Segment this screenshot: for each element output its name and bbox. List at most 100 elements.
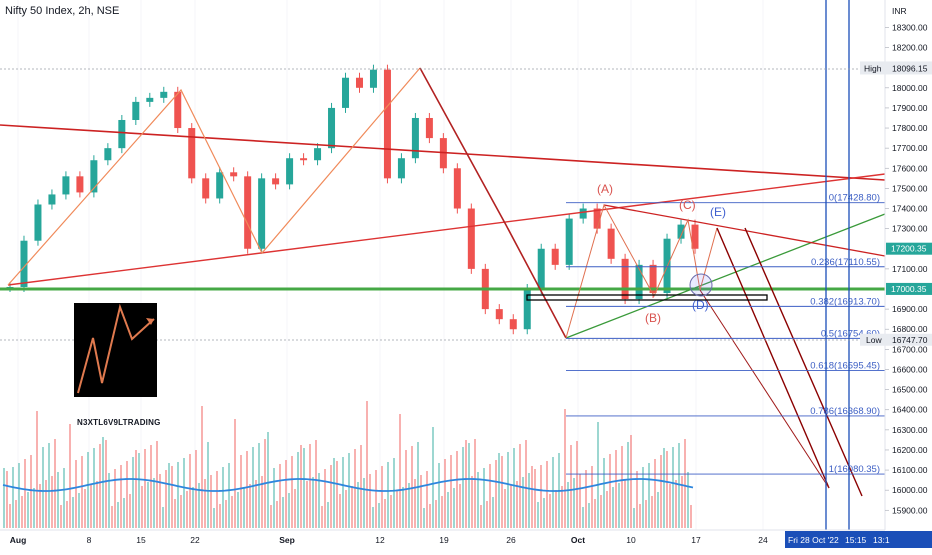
- projection-channel-left: [716, 227, 830, 489]
- candle-body: [369, 69, 377, 88]
- volume-bar: [42, 447, 44, 528]
- volume-bar: [408, 483, 410, 528]
- price-axis-bg: [885, 0, 932, 530]
- time-tick-label: 26: [506, 535, 516, 545]
- volume-bar: [60, 505, 62, 528]
- volume-bar: [516, 481, 518, 528]
- volume-bar: [372, 507, 374, 528]
- price-axis[interactable]: INR18300.0018200.0018100.0018000.0017900…: [860, 6, 932, 515]
- volume-bar: [315, 440, 317, 528]
- projection-channel-right: [744, 227, 863, 497]
- volume-bar: [396, 491, 398, 528]
- volume-bar: [369, 474, 371, 528]
- volume-bar: [54, 439, 56, 528]
- candle-body: [383, 69, 391, 179]
- volume-bar: [321, 506, 323, 528]
- volume-bar: [585, 470, 587, 528]
- volume-bar: [633, 508, 635, 528]
- volume-bar: [63, 468, 65, 528]
- volume-bar: [495, 460, 497, 528]
- volume-bar: [669, 484, 671, 528]
- volume-bar: [51, 476, 53, 528]
- volume-bar: [357, 482, 359, 528]
- volume-bar: [294, 489, 296, 528]
- volume-bar: [390, 495, 392, 528]
- volume-bar: [381, 466, 383, 528]
- time-tick-label: 15: [136, 535, 146, 545]
- volume-bar: [168, 463, 170, 528]
- candle-body: [453, 168, 461, 209]
- trendline-upper-resistance: [0, 124, 886, 181]
- candle-body: [244, 176, 252, 249]
- volume-bar: [123, 498, 125, 528]
- volume-bar: [648, 463, 650, 528]
- volume-bar: [456, 451, 458, 528]
- candle-body: [272, 178, 280, 185]
- volume-bar: [645, 500, 647, 528]
- volume-bar: [366, 401, 368, 528]
- volume-bar: [348, 453, 350, 528]
- volume-bar: [267, 432, 269, 528]
- volume-bar: [189, 454, 191, 528]
- volume-bar: [510, 485, 512, 528]
- currency-label: INR: [892, 6, 907, 16]
- low-label-text: Low: [866, 335, 882, 345]
- volume-bar: [681, 476, 683, 528]
- time-axis[interactable]: Aug 8 15 22 Sep 12 19 26 Oct 10 17 24: [10, 535, 768, 545]
- volume-bar: [309, 444, 311, 528]
- logo: [74, 303, 157, 397]
- volume-bar: [468, 443, 470, 528]
- volume-bar: [291, 456, 293, 528]
- time-tick-label: 19: [439, 535, 449, 545]
- volume-bar: [657, 492, 659, 528]
- price-marker-bg: [886, 282, 932, 295]
- volume-bar: [255, 480, 257, 528]
- wave-label-e: (E): [710, 205, 726, 219]
- volume-bar: [615, 450, 617, 528]
- volume-bar: [183, 458, 185, 528]
- price-tick-label: 17100.00: [892, 264, 928, 274]
- volume-bar: [201, 406, 203, 528]
- target-circle: [689, 273, 713, 297]
- volume-bar: [603, 458, 605, 528]
- volume-bar: [48, 443, 50, 528]
- volume-bar: [3, 468, 5, 528]
- volume-bar: [159, 474, 161, 528]
- volume-bar: [87, 452, 89, 528]
- low-label-bg: [860, 333, 932, 346]
- volume-bar: [579, 474, 581, 528]
- volume-bar: [576, 441, 578, 528]
- volume-bar: [414, 479, 416, 528]
- volume-bar: [492, 497, 494, 528]
- trendline-red-triangle-top: [603, 204, 886, 257]
- volume-bar: [438, 463, 440, 528]
- volume-bar: [513, 448, 515, 528]
- volume-bar: [663, 448, 665, 528]
- time-tick-label: Sep: [279, 535, 295, 545]
- volume-bar: [483, 468, 485, 528]
- volume-bar: [459, 484, 461, 528]
- volume-bar: [609, 454, 611, 528]
- volume-bar: [225, 500, 227, 528]
- time-tick-label: 12: [375, 535, 385, 545]
- volume-bar: [156, 441, 158, 528]
- volume-bar: [393, 458, 395, 528]
- price-tick-label: 16200.00: [892, 445, 928, 455]
- high-label-bg: [860, 61, 932, 75]
- volume-bar: [471, 476, 473, 528]
- candle-body: [621, 258, 629, 300]
- volume-bar: [399, 414, 401, 528]
- volume-bar: [435, 500, 437, 528]
- volume-bar: [273, 468, 275, 528]
- fib-level-label: 0.5(16754.60): [821, 328, 880, 339]
- time-marker-label-bg: [785, 531, 932, 548]
- candle-body: [174, 91, 182, 129]
- time-marker-date: Fri 28 Oct '22: [788, 535, 839, 545]
- volume-bar: [27, 492, 29, 528]
- volume-ma-line: [2, 478, 694, 492]
- candle-body: [76, 176, 84, 193]
- time-tick-label: 10: [626, 535, 636, 545]
- volume-bar: [207, 442, 209, 528]
- volume-bar: [591, 466, 593, 528]
